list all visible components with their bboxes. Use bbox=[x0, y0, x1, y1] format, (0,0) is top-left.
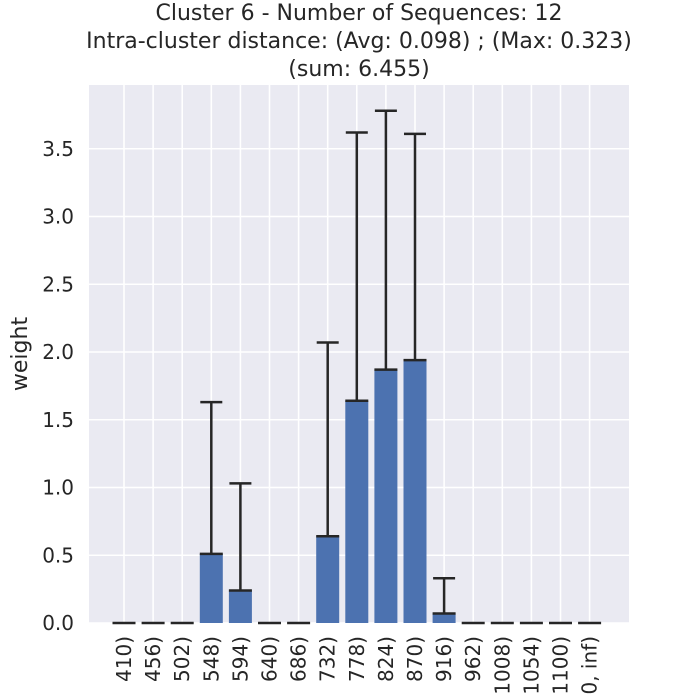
x-tick-label: 502) bbox=[170, 636, 194, 682]
x-tick-label: 870) bbox=[403, 636, 427, 682]
x-tick-label: 824) bbox=[374, 636, 398, 682]
bars bbox=[199, 360, 456, 623]
x-tick-label: 456) bbox=[141, 636, 165, 682]
x-tick-label: 1100) bbox=[549, 636, 573, 695]
chart-title-line-2: Intra-cluster distance: (Avg: 0.098) ; (… bbox=[86, 29, 632, 54]
y-axis-label: weight bbox=[8, 317, 33, 392]
bar bbox=[374, 369, 398, 623]
x-tick-label: 640) bbox=[258, 636, 282, 682]
x-tick-labels: 410) 456) 502) 548) 594) 640) 686) 732) 778) 824)… bbox=[112, 636, 602, 695]
y-tick-labels: 0.0 0.5 1.0 1.5 2.0 2.5 3.0 3.5 bbox=[42, 137, 74, 635]
x-tick-label: 778) bbox=[345, 636, 369, 682]
x-tick-label: 0, inf) bbox=[578, 636, 602, 695]
bar bbox=[316, 536, 340, 623]
y-tick-label: 1.5 bbox=[42, 408, 74, 432]
bar bbox=[403, 360, 427, 623]
bar bbox=[432, 613, 456, 623]
y-tick-label: 1.0 bbox=[42, 476, 74, 500]
y-tick-label: 2.0 bbox=[42, 340, 74, 364]
x-tick-label: 686) bbox=[287, 636, 311, 682]
x-tick-label: 732) bbox=[316, 636, 340, 682]
bar bbox=[199, 553, 223, 623]
x-tick-label: 962) bbox=[461, 636, 485, 682]
x-tick-label: 594) bbox=[228, 636, 252, 682]
y-tick-label: 0.5 bbox=[42, 543, 74, 567]
error-bars bbox=[112, 109, 602, 625]
y-tick-label: 2.5 bbox=[42, 272, 74, 296]
y-tick-label: 3.5 bbox=[42, 137, 74, 161]
y-tick-label: 0.0 bbox=[42, 611, 74, 635]
bar bbox=[345, 400, 369, 623]
x-tick-label: 410) bbox=[112, 636, 136, 682]
y-tick-label: 3.0 bbox=[42, 205, 74, 229]
bar bbox=[228, 590, 252, 623]
chart-title-line-1: Cluster 6 - Number of Sequences: 12 bbox=[156, 1, 563, 26]
x-tick-label: 1008) bbox=[490, 636, 514, 695]
chart-title-line-3: (sum: 6.455) bbox=[288, 57, 429, 82]
x-tick-label: 916) bbox=[432, 636, 456, 682]
x-tick-label: 1054) bbox=[519, 636, 543, 695]
x-tick-label: 548) bbox=[199, 636, 223, 682]
